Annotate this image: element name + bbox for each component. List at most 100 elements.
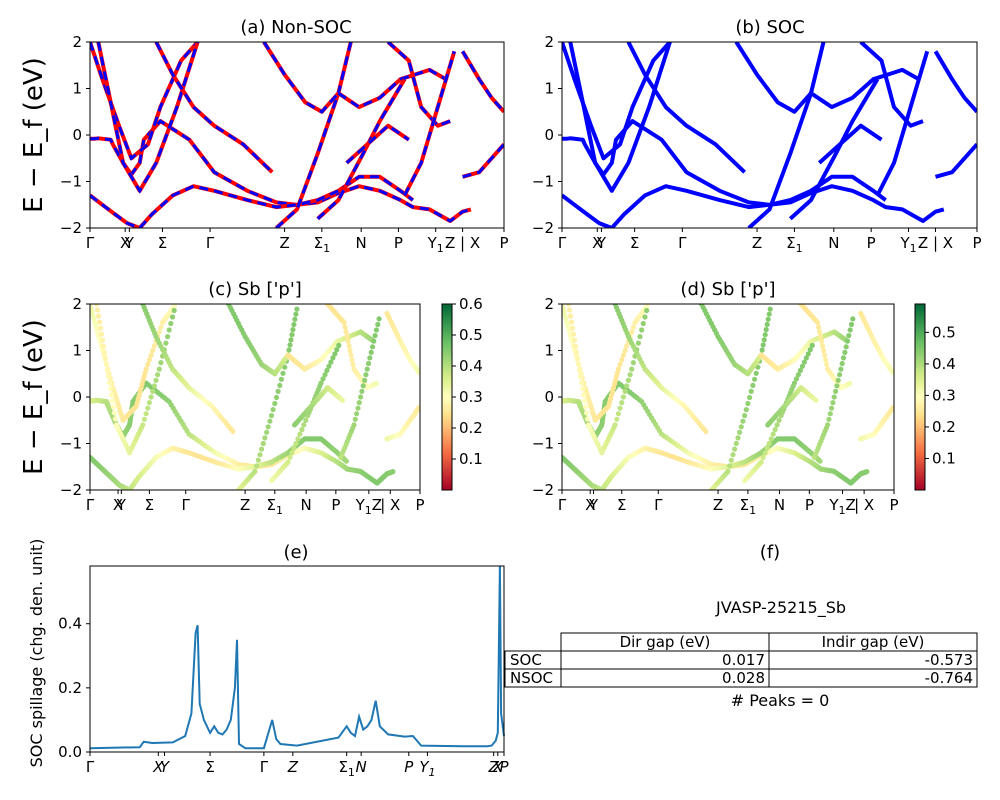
plot-a-x-tick-label: N — [356, 234, 367, 252]
band-line-1 — [90, 174, 415, 228]
projected-point — [343, 458, 349, 464]
projected-point — [622, 347, 628, 354]
colorbar-tick-label: 0.6 — [459, 295, 483, 313]
projected-point — [303, 417, 309, 423]
projected-point — [617, 361, 623, 367]
projected-point — [354, 411, 360, 417]
spillage-x-tick-label: Γ — [260, 758, 269, 776]
band-line-12 — [934, 142, 977, 179]
projected-point — [766, 440, 772, 447]
projected-point — [345, 338, 351, 344]
projected-point — [273, 394, 280, 401]
projected-point — [359, 388, 365, 394]
projected-point — [575, 355, 581, 361]
projected-point — [583, 404, 589, 410]
projected-point — [348, 352, 354, 358]
table-header-dir-gap: Dir gap (eV) — [620, 633, 711, 651]
projected-point — [622, 388, 628, 394]
projected-point — [376, 316, 382, 322]
projected-point — [840, 355, 847, 361]
projected-point — [819, 338, 825, 344]
projected-point — [294, 306, 300, 312]
projected-point — [272, 400, 278, 407]
plot-b-x-tick-label: Y — [596, 234, 607, 252]
plot-c-y-tick-label: 1 — [72, 342, 82, 360]
projected-point — [148, 394, 154, 400]
projected-point — [363, 372, 369, 378]
spillage-x-tick-label: Z — [287, 758, 299, 776]
projected-point — [373, 327, 379, 333]
plot-c-x-tick-label: Y1Z — [355, 496, 382, 517]
projected-point — [571, 331, 577, 337]
colorbar-tick-label: 0.2 — [932, 418, 956, 436]
projected-point — [287, 454, 293, 460]
projected-point — [801, 359, 808, 365]
projected-point — [416, 405, 420, 411]
projected-point — [838, 366, 844, 372]
projected-point — [735, 435, 741, 441]
projected-point — [839, 360, 845, 367]
projected-point — [760, 454, 766, 460]
projected-point — [848, 321, 855, 328]
projected-point — [620, 394, 627, 400]
projected-point — [287, 342, 293, 348]
projected-point — [336, 342, 342, 348]
projected-point — [847, 327, 853, 333]
projected-point — [151, 343, 157, 349]
panel-d-projected-bands: (d) Sb ['p'] 210−1−2Γ XY Σ Γ Z Σ1 N P Y1Z| X P0.5… — [532, 279, 956, 517]
band-line-2 — [562, 42, 672, 161]
projected-point — [568, 313, 574, 319]
projected-point — [278, 376, 284, 382]
table-cell-text: 0.028 — [722, 669, 765, 687]
projected-point — [277, 382, 283, 388]
projected-point — [844, 338, 851, 344]
projected-point — [372, 333, 378, 339]
projected-point — [254, 463, 260, 469]
plot-b-x-tick-label: N — [828, 234, 839, 252]
projected-point — [842, 349, 848, 355]
projected-point — [334, 347, 340, 353]
projected-point — [762, 450, 768, 456]
projected-point — [573, 343, 579, 349]
projected-point — [344, 334, 350, 340]
projected-point — [635, 340, 642, 346]
projected-point — [347, 347, 353, 354]
plot-a-y-tick-label: −2 — [60, 219, 82, 237]
y-axis-label: E − E_f (eV) — [19, 57, 49, 213]
projected-point — [97, 319, 103, 325]
y-axis-label: SOC spillage (chg. den. unit) — [27, 539, 46, 768]
projected-point — [837, 372, 843, 378]
projected-point — [818, 334, 824, 340]
spillage-x-tick-label: Z — [488, 758, 500, 776]
projected-point — [168, 320, 174, 327]
plot-d-y-tick-label: 2 — [544, 295, 554, 313]
projected-point — [299, 427, 305, 433]
projected-point — [390, 469, 396, 475]
plot-c-y-tick-label: 0 — [72, 388, 82, 406]
projected-point — [578, 373, 584, 380]
spillage-y-tick-label: 0.2 — [58, 679, 82, 697]
band-line-dashed-13 — [461, 50, 504, 113]
colorbar-tick-label: 0.3 — [932, 386, 956, 404]
projected-point — [732, 446, 738, 452]
projected-point — [289, 332, 295, 338]
material-id: JVASP-25215_Sb — [715, 598, 846, 618]
projected-point — [293, 440, 299, 447]
projected-point — [585, 416, 591, 422]
projected-point — [275, 388, 281, 394]
projected-point — [349, 357, 355, 363]
projected-point — [358, 394, 364, 400]
band-line-dashed-9 — [345, 123, 410, 165]
plot-d-x-tick-label: P — [889, 496, 898, 514]
projected-point — [99, 337, 106, 343]
panel-c-projected-bands: (c) Sb ['p'] 210−1−2Γ XY Σ Γ Z Σ1 N P Y1Z| X P0.6… — [19, 279, 483, 517]
plot-a-x-tick-label: Γ — [86, 234, 95, 252]
projected-point — [150, 388, 156, 394]
projected-point — [292, 316, 298, 322]
projected-point — [767, 306, 773, 312]
band-line-dashed-11 — [403, 50, 456, 197]
spillage-x-tick-label: P — [404, 758, 414, 776]
projected-point — [268, 413, 275, 419]
plot-b-x-tick-label: Γ — [558, 234, 567, 252]
